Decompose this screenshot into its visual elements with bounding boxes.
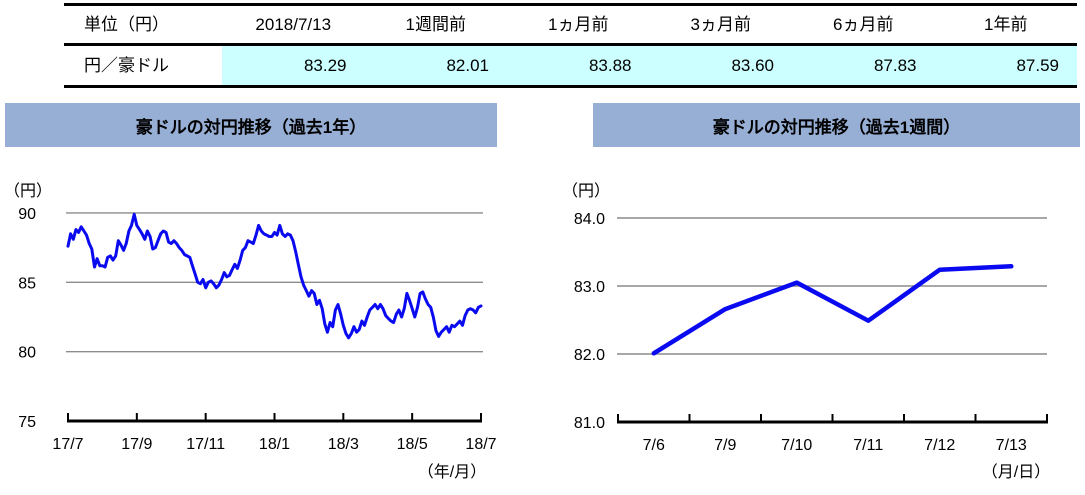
y-tick-label: 83.0 [574, 279, 605, 296]
x-tick-label: 18/5 [397, 436, 428, 453]
rate-value-3months-ago: 83.60 [649, 46, 792, 85]
y-tick-label: 81.0 [574, 415, 605, 432]
x-tick-label: 7/11 [853, 437, 883, 454]
x-tick-label: 17/7 [52, 436, 83, 453]
weekly-rate-chart: 84.0 83.0 82.0 81.0 7/6 7/9 7/10 7/11 7/12 7/13 [574, 211, 1048, 454]
rate-value-1month-ago: 83.88 [507, 46, 650, 85]
x-tick-label: 7/13 [996, 437, 1027, 454]
table-header-unit: 単位（円） [84, 15, 169, 34]
yearly-rate-chart: 90 85 80 75 17/7 17/9 17/11 18/1 18/3 18/5 18/7 [18, 206, 496, 453]
rate-table: 単位（円） 2018/7/13 1週間前 1ヵ月前 3ヵ月前 6ヵ月前 1年前 … [64, 3, 1077, 88]
left-chart-y-unit-label: （円） [4, 183, 53, 200]
x-tick-label: 18/1 [259, 436, 290, 453]
y-tick-label: 90 [18, 206, 36, 223]
table-data-row: 円／豪ドル 83.29 82.01 83.88 83.60 87.83 87.5… [64, 46, 1077, 85]
rate-value-latest: 83.29 [222, 46, 365, 85]
y-tick-label: 75 [18, 414, 36, 431]
left-chart-title: 豪ドルの対円推移（過去1年） [5, 103, 497, 147]
x-tick-label: 18/7 [465, 436, 496, 453]
x-tick-label: 17/11 [186, 436, 225, 453]
table-header-row: 単位（円） 2018/7/13 1週間前 1ヵ月前 3ヵ月前 6ヵ月前 1年前 [64, 6, 1077, 46]
x-tick-label: 17/9 [121, 436, 152, 453]
table-header-3months-ago: 3ヵ月前 [690, 15, 751, 34]
y-tick-label: 80 [18, 345, 36, 362]
right-chart-title: 豪ドルの対円推移（過去1週間） [593, 103, 1080, 147]
rate-value-1week-ago: 82.01 [364, 46, 507, 85]
table-header-1week-ago: 1週間前 [405, 15, 466, 34]
rate-value-1year-ago: 87.59 [934, 46, 1077, 85]
y-tick-label: 84.0 [574, 211, 605, 228]
left-chart-x-unit-label: （年/月） [417, 464, 487, 481]
table-row-label: 円／豪ドル [64, 46, 222, 85]
table-header-1month-ago: 1ヵ月前 [548, 15, 609, 34]
table-header-6months-ago: 6ヵ月前 [833, 15, 894, 34]
x-tick-label: 7/10 [781, 437, 812, 454]
y-tick-label: 82.0 [574, 347, 605, 364]
price-line [651, 264, 1014, 356]
x-tick-label: 18/3 [328, 436, 359, 453]
y-tick-label: 85 [18, 275, 36, 292]
x-tick-label: 7/9 [714, 437, 736, 454]
x-tick-label: 7/6 [643, 437, 665, 454]
table-header-1year-ago: 1年前 [984, 15, 1028, 34]
right-chart-y-unit-label: （円） [562, 183, 611, 200]
right-chart-x-unit-label: （月/日） [981, 464, 1051, 481]
price-line [66, 212, 483, 340]
rate-value-6months-ago: 87.83 [792, 46, 935, 85]
x-tick-label: 7/12 [924, 437, 955, 454]
table-header-date: 2018/7/13 [255, 15, 332, 34]
